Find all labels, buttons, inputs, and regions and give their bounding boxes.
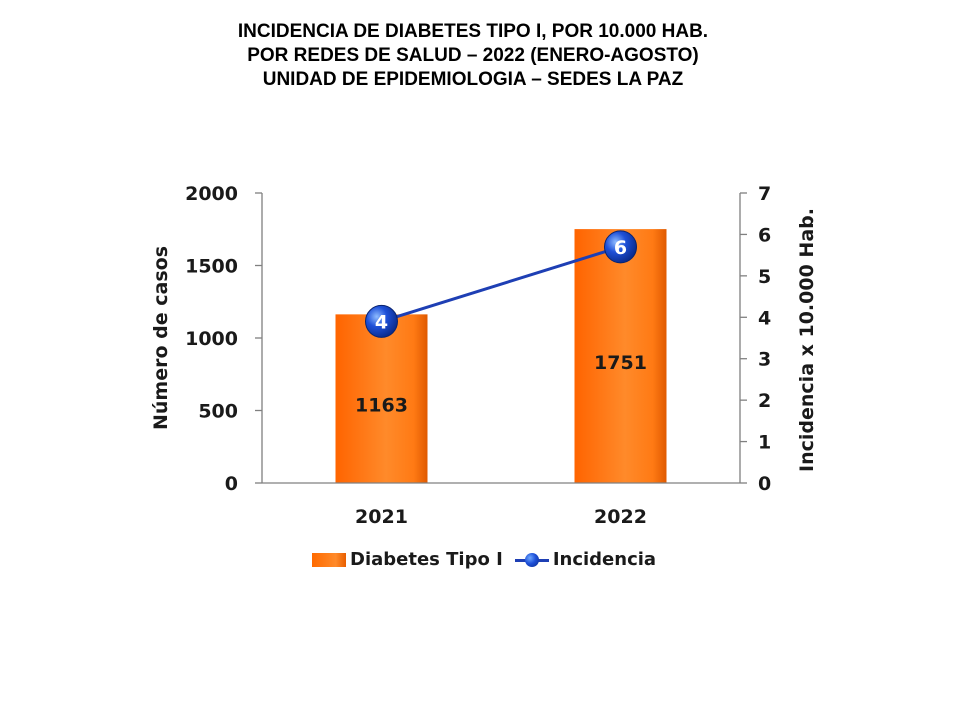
chart-title: INCIDENCIA DE DIABETES TIPO I, POR 10.00… bbox=[0, 20, 946, 92]
title-line-1: INCIDENCIA DE DIABETES TIPO I, POR 10.00… bbox=[237, 21, 709, 42]
legend-item-bars: Diabetes Tipo I bbox=[312, 549, 503, 570]
bar-value-label-2022: 1751 bbox=[594, 352, 647, 374]
y2-tick-label-1: 1 bbox=[758, 432, 771, 454]
y-tick-label-1500: 1500 bbox=[185, 256, 238, 278]
y2-tick-label-0: 0 bbox=[758, 473, 771, 495]
y-tick-label-0: 0 bbox=[225, 473, 238, 495]
title-line-2: POR REDES DE SALUD – 2022 (ENERO-AGOSTO) bbox=[247, 45, 699, 66]
y-tick-label-2000: 2000 bbox=[185, 183, 238, 205]
y2-tick-label-7: 7 bbox=[758, 183, 771, 205]
incidence-point-2022 bbox=[604, 230, 637, 264]
y2-tick-label-3: 3 bbox=[758, 349, 771, 371]
legend: Diabetes Tipo I Incidencia bbox=[312, 549, 656, 570]
x-tick-label-2022: 2022 bbox=[594, 506, 647, 528]
bar-2021 bbox=[335, 314, 428, 483]
y-tick-label-500: 500 bbox=[198, 401, 238, 423]
bar-value-label-2021: 1163 bbox=[355, 395, 408, 417]
incidence-point-label-2022: 6 bbox=[614, 237, 627, 259]
y2-tick-label-2: 2 bbox=[758, 390, 771, 412]
incidence-point-2021 bbox=[365, 304, 398, 338]
legend-bar-label: Diabetes Tipo I bbox=[350, 549, 503, 570]
legend-line-swatch bbox=[514, 552, 549, 567]
title-line-3: UNIDAD DE EPIDEMIOLOGIA – SEDES LA PAZ bbox=[262, 69, 684, 90]
legend-bar-swatch bbox=[312, 552, 346, 567]
y-tick-label-1000: 1000 bbox=[185, 328, 238, 350]
y-axis-title: Número de casos bbox=[150, 246, 172, 430]
legend-item-line: Incidencia bbox=[514, 549, 657, 570]
incidence-point-label-2021: 4 bbox=[375, 311, 388, 333]
y2-tick-label-6: 6 bbox=[758, 224, 771, 246]
bar-2022 bbox=[574, 229, 667, 483]
y2-axis-title: Incidencia x 10.000 Hab. bbox=[796, 208, 818, 472]
x-tick-label-2021: 2021 bbox=[355, 506, 408, 528]
y2-tick-label-5: 5 bbox=[758, 266, 771, 288]
incidence-line bbox=[381, 245, 621, 323]
y2-tick-label-4: 4 bbox=[758, 307, 771, 329]
legend-line-label: Incidencia bbox=[552, 549, 657, 570]
